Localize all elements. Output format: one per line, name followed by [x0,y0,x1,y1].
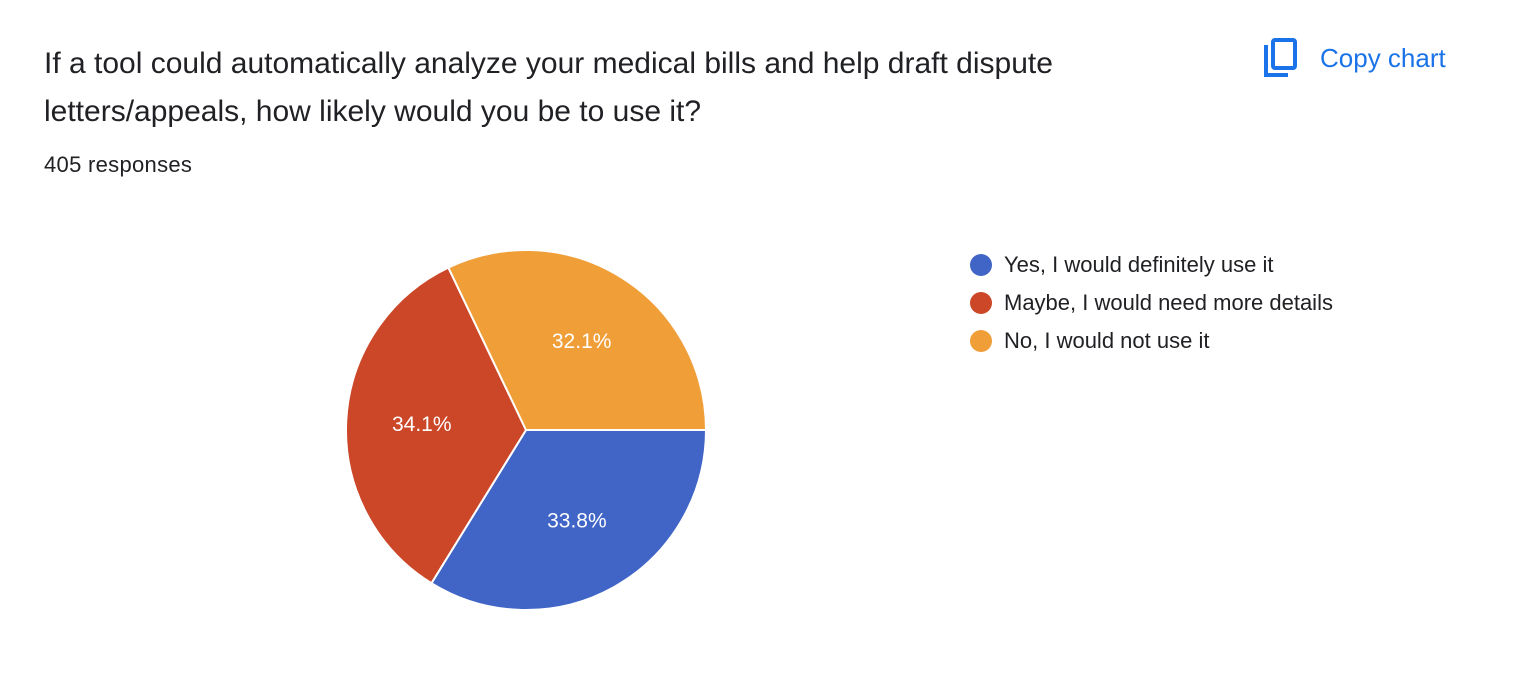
legend-label: No, I would not use it [1004,328,1210,353]
legend-item-2[interactable]: Maybe, I would need more details [970,284,1333,322]
legend-label: Maybe, I would need more details [1004,290,1333,315]
slice-label-3: 32.1% [552,330,612,353]
chart-legend: Yes, I would definitely use it Maybe, I w… [970,246,1333,360]
legend-label: Yes, I would definitely use it [1004,252,1274,277]
slice-label-1: 33.8% [547,510,607,533]
legend-item-1[interactable]: Yes, I would definitely use it [970,246,1333,284]
legend-item-3[interactable]: No, I would not use it [970,322,1333,360]
pie-slice-3[interactable] [447,249,708,431]
copy-chart-button[interactable]: Copy chart [1262,36,1446,80]
response-count: 405 responses [44,152,193,177]
pie-slice-2[interactable] [345,266,528,585]
slice-label-2: 34.1% [392,413,452,436]
legend-swatch [970,330,992,352]
question-title: If a tool could automatically analyze yo… [44,47,1053,128]
copy-chart-label: Copy chart [1320,42,1446,73]
pie-slice-1[interactable] [430,429,708,611]
legend-swatch [970,292,992,314]
copy-icon [1262,37,1298,79]
legend-swatch [970,254,992,276]
